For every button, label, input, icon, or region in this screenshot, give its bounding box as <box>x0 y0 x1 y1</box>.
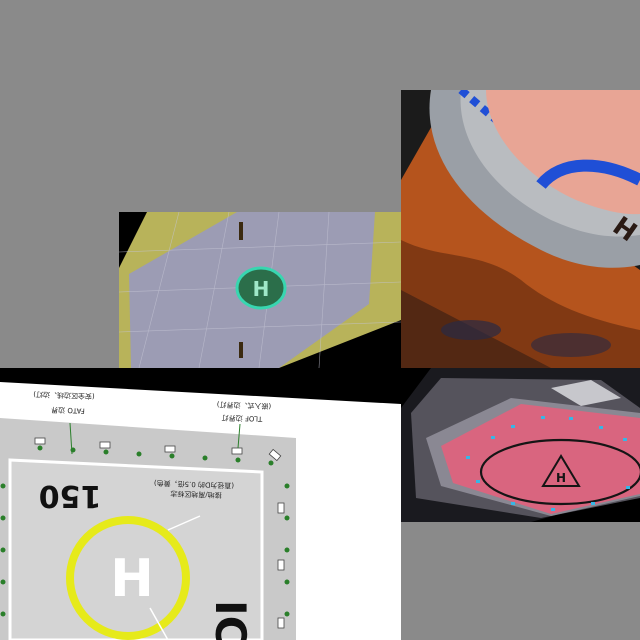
fato-edge-lights <box>0 445 290 617</box>
helipad-h-marking: H <box>110 549 154 609</box>
annotation-fato-sub: (安全区边线、边灯) <box>33 390 95 401</box>
boundary-markers <box>34 437 285 629</box>
pink-helipad-render: H <box>401 368 640 522</box>
roof-post <box>239 222 243 240</box>
perimeter-lights <box>466 416 630 511</box>
icao-diagram-graphic: H ICAO 150 FATO 边界 (安全区边线、边灯) TLOF 边界灯 (… <box>0 382 401 640</box>
icao-label: ICAO <box>206 600 255 640</box>
roof-helipad-graphic: H <box>119 212 401 368</box>
circular-helipad-graphic: H <box>401 90 640 368</box>
annotation-tlof-lights: TLOF 边界灯 <box>221 413 263 423</box>
helipad-h-marking: H <box>556 471 566 485</box>
roof-helipad-photo: H <box>119 212 401 368</box>
annotation-tlof-sub: (嵌入式、边界灯) <box>216 400 271 411</box>
annotation-touchdown-sub: (直径为D的 0.5倍，黄色) <box>153 479 234 491</box>
helipad-circle <box>235 266 287 310</box>
helipad-h-marking: H <box>253 277 270 301</box>
roof-post <box>239 342 243 358</box>
triangle-marking <box>541 454 581 487</box>
annotation-touchdown-zone: 接地/离地区标志 <box>170 489 222 500</box>
touchdown-circle <box>66 516 190 640</box>
icao-helipad-diagram: H ICAO 150 FATO 边界 (安全区边线、边灯) TLOF 边界灯 (… <box>0 368 401 640</box>
blue-ring <box>536 159 640 190</box>
stairway <box>551 380 621 406</box>
circular-helipad-photo: H <box>401 90 640 368</box>
annotation-fato-boundary: FATO 边界 <box>51 405 85 415</box>
pink-helipad-graphic: H <box>401 368 640 522</box>
pad-surface <box>486 90 640 215</box>
touchdown-circle <box>479 438 640 506</box>
weight-number: 150 <box>39 478 102 513</box>
